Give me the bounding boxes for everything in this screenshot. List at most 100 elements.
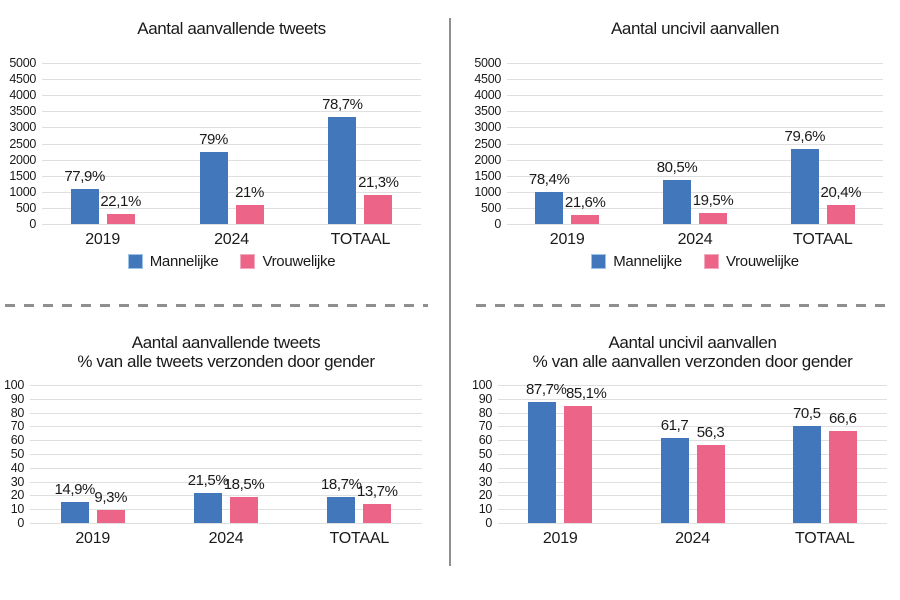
legend-label: Mannelijke bbox=[149, 253, 219, 270]
y-axis-tick-label: 70 bbox=[478, 419, 493, 434]
bar-value-label: 9,3% bbox=[94, 489, 128, 507]
chart-legend: Mannelijke Vrouwelijke bbox=[507, 253, 883, 270]
y-axis-tick-label: 4000 bbox=[474, 88, 501, 103]
gridline bbox=[42, 191, 421, 193]
gridline bbox=[42, 159, 421, 161]
bar-value-label: 78,4% bbox=[528, 171, 570, 189]
y-axis-tick-label: 70 bbox=[10, 419, 25, 434]
gridline bbox=[507, 143, 883, 145]
gridline bbox=[30, 426, 422, 428]
bar-value-label: 19,5% bbox=[692, 192, 734, 210]
gridline bbox=[498, 495, 887, 497]
gridline bbox=[507, 79, 883, 81]
bar-mannelijke-totaal bbox=[790, 148, 819, 224]
gridline bbox=[30, 398, 422, 400]
gridline bbox=[507, 159, 883, 161]
bar-vrouwelijke-totaal bbox=[363, 504, 392, 523]
bar-mannelijke-totaal bbox=[792, 425, 821, 523]
gridline bbox=[30, 481, 422, 483]
bar-mannelijke-2019 bbox=[60, 502, 89, 523]
bar-value-label: 80,5% bbox=[656, 159, 698, 177]
y-axis-tick-label: 500 bbox=[481, 200, 501, 215]
bar-vrouwelijke-2024 bbox=[696, 445, 725, 523]
bar-vrouwelijke-2024 bbox=[699, 213, 727, 224]
x-axis-category-label: TOTAAL bbox=[793, 231, 853, 248]
bar-mannelijke-2024 bbox=[199, 152, 228, 224]
y-axis-tick-label: 0 bbox=[494, 217, 501, 231]
gridline bbox=[30, 385, 422, 386]
y-axis-tick-label: 20 bbox=[478, 488, 493, 503]
y-axis-tick-label: 10 bbox=[478, 502, 493, 517]
y-axis-tick-label: 5000 bbox=[9, 56, 36, 70]
chart-quadrant-bottom-right: Aantal uncivil aanvallen% van alle aanva… bbox=[450, 300, 900, 600]
gridline bbox=[30, 467, 422, 469]
bar-vrouwelijke-2019 bbox=[571, 215, 600, 224]
gridline bbox=[498, 440, 887, 442]
legend-item: Mannelijke bbox=[591, 253, 682, 270]
chart-legend: Mannelijke Vrouwelijke bbox=[42, 253, 421, 270]
y-axis-tick-label: 10 bbox=[10, 502, 25, 517]
vertical-divider-line bbox=[449, 18, 451, 566]
horizontal-dashed-divider-right bbox=[476, 304, 894, 307]
bar-value-label: 70,5 bbox=[792, 404, 821, 422]
gridline bbox=[42, 207, 421, 209]
gridline bbox=[42, 143, 421, 145]
bar-vrouwelijke-totaal bbox=[364, 195, 393, 224]
gridline bbox=[42, 175, 421, 177]
y-axis-tick-label: 20 bbox=[10, 488, 25, 503]
bar-value-label: 61,7 bbox=[660, 416, 689, 434]
chart-quadrant-top-right: Aantal uncivil aanvallen 5000 4500 4000 3500… bbox=[450, 0, 900, 300]
bar-value-label: 18,7% bbox=[320, 476, 362, 494]
x-axis-category-label: 2024 bbox=[677, 231, 713, 248]
x-axis-category-label: 2019 bbox=[75, 530, 111, 547]
legend-swatch-female-icon bbox=[240, 254, 256, 269]
y-axis-tick-label: 1000 bbox=[9, 184, 36, 199]
bar-mannelijke-2024 bbox=[660, 437, 689, 523]
bar-vrouwelijke-totaal bbox=[828, 431, 857, 523]
y-axis-tick-label: 80 bbox=[10, 405, 25, 420]
legend-swatch-male-icon bbox=[127, 254, 143, 269]
y-axis-tick-label: 3500 bbox=[9, 104, 36, 119]
y-axis-tick-label: 90 bbox=[478, 391, 493, 406]
gridline bbox=[42, 127, 421, 129]
gridline bbox=[42, 95, 421, 97]
bar-value-label: 78,7% bbox=[322, 95, 363, 113]
bar-mannelijke-totaal bbox=[328, 116, 357, 224]
y-axis-tick-label: 50 bbox=[478, 447, 493, 461]
y-axis-tick-label: 500 bbox=[16, 200, 36, 215]
x-axis-category-label: TOTAAL bbox=[329, 530, 390, 547]
gridline bbox=[507, 224, 883, 225]
y-axis-tick-label: 0 bbox=[17, 516, 24, 530]
y-axis-tick-label: 40 bbox=[10, 460, 25, 475]
y-axis-tick-label: 1000 bbox=[474, 184, 501, 199]
x-axis-category-label: 2019 bbox=[542, 530, 578, 547]
gridline bbox=[30, 412, 422, 414]
y-axis-tick-label: 0 bbox=[29, 217, 36, 231]
gridline bbox=[498, 467, 887, 469]
legend-label: Mannelijke bbox=[613, 253, 682, 270]
bar-vrouwelijke-2024 bbox=[230, 497, 258, 523]
y-axis-tick-label: 2500 bbox=[474, 136, 501, 151]
chart-title: Aantal aanvallende tweets bbox=[131, 333, 321, 352]
y-axis-tick-label: 30 bbox=[10, 474, 25, 489]
gridline bbox=[507, 191, 883, 193]
bar-mannelijke-2019 bbox=[528, 401, 557, 523]
chart-title: Aantal uncivil aanvallen bbox=[610, 19, 780, 38]
gridline bbox=[507, 127, 883, 129]
gridline bbox=[507, 111, 883, 113]
y-axis-tick-label: 60 bbox=[10, 433, 25, 448]
bar-value-label: 14,9% bbox=[54, 481, 95, 499]
gridline bbox=[42, 111, 421, 113]
bar-vrouwelijke-2019 bbox=[106, 214, 135, 224]
gridline bbox=[30, 523, 422, 524]
bar-value-label: 13,7% bbox=[356, 483, 398, 501]
x-axis-category-label: 2019 bbox=[85, 231, 121, 248]
chart-subtitle: % van alle aanvallen verzonden door gend… bbox=[532, 352, 853, 371]
bar-mannelijke-2024 bbox=[194, 493, 222, 523]
y-axis-tick-label: 2500 bbox=[9, 136, 36, 151]
chart-quadrant-bottom-left: Aantal aanvallende tweets% van alle twee… bbox=[0, 300, 450, 600]
legend-item: Mannelijke bbox=[127, 253, 219, 270]
bar-value-label: 21% bbox=[235, 184, 264, 201]
gridline bbox=[498, 398, 887, 400]
